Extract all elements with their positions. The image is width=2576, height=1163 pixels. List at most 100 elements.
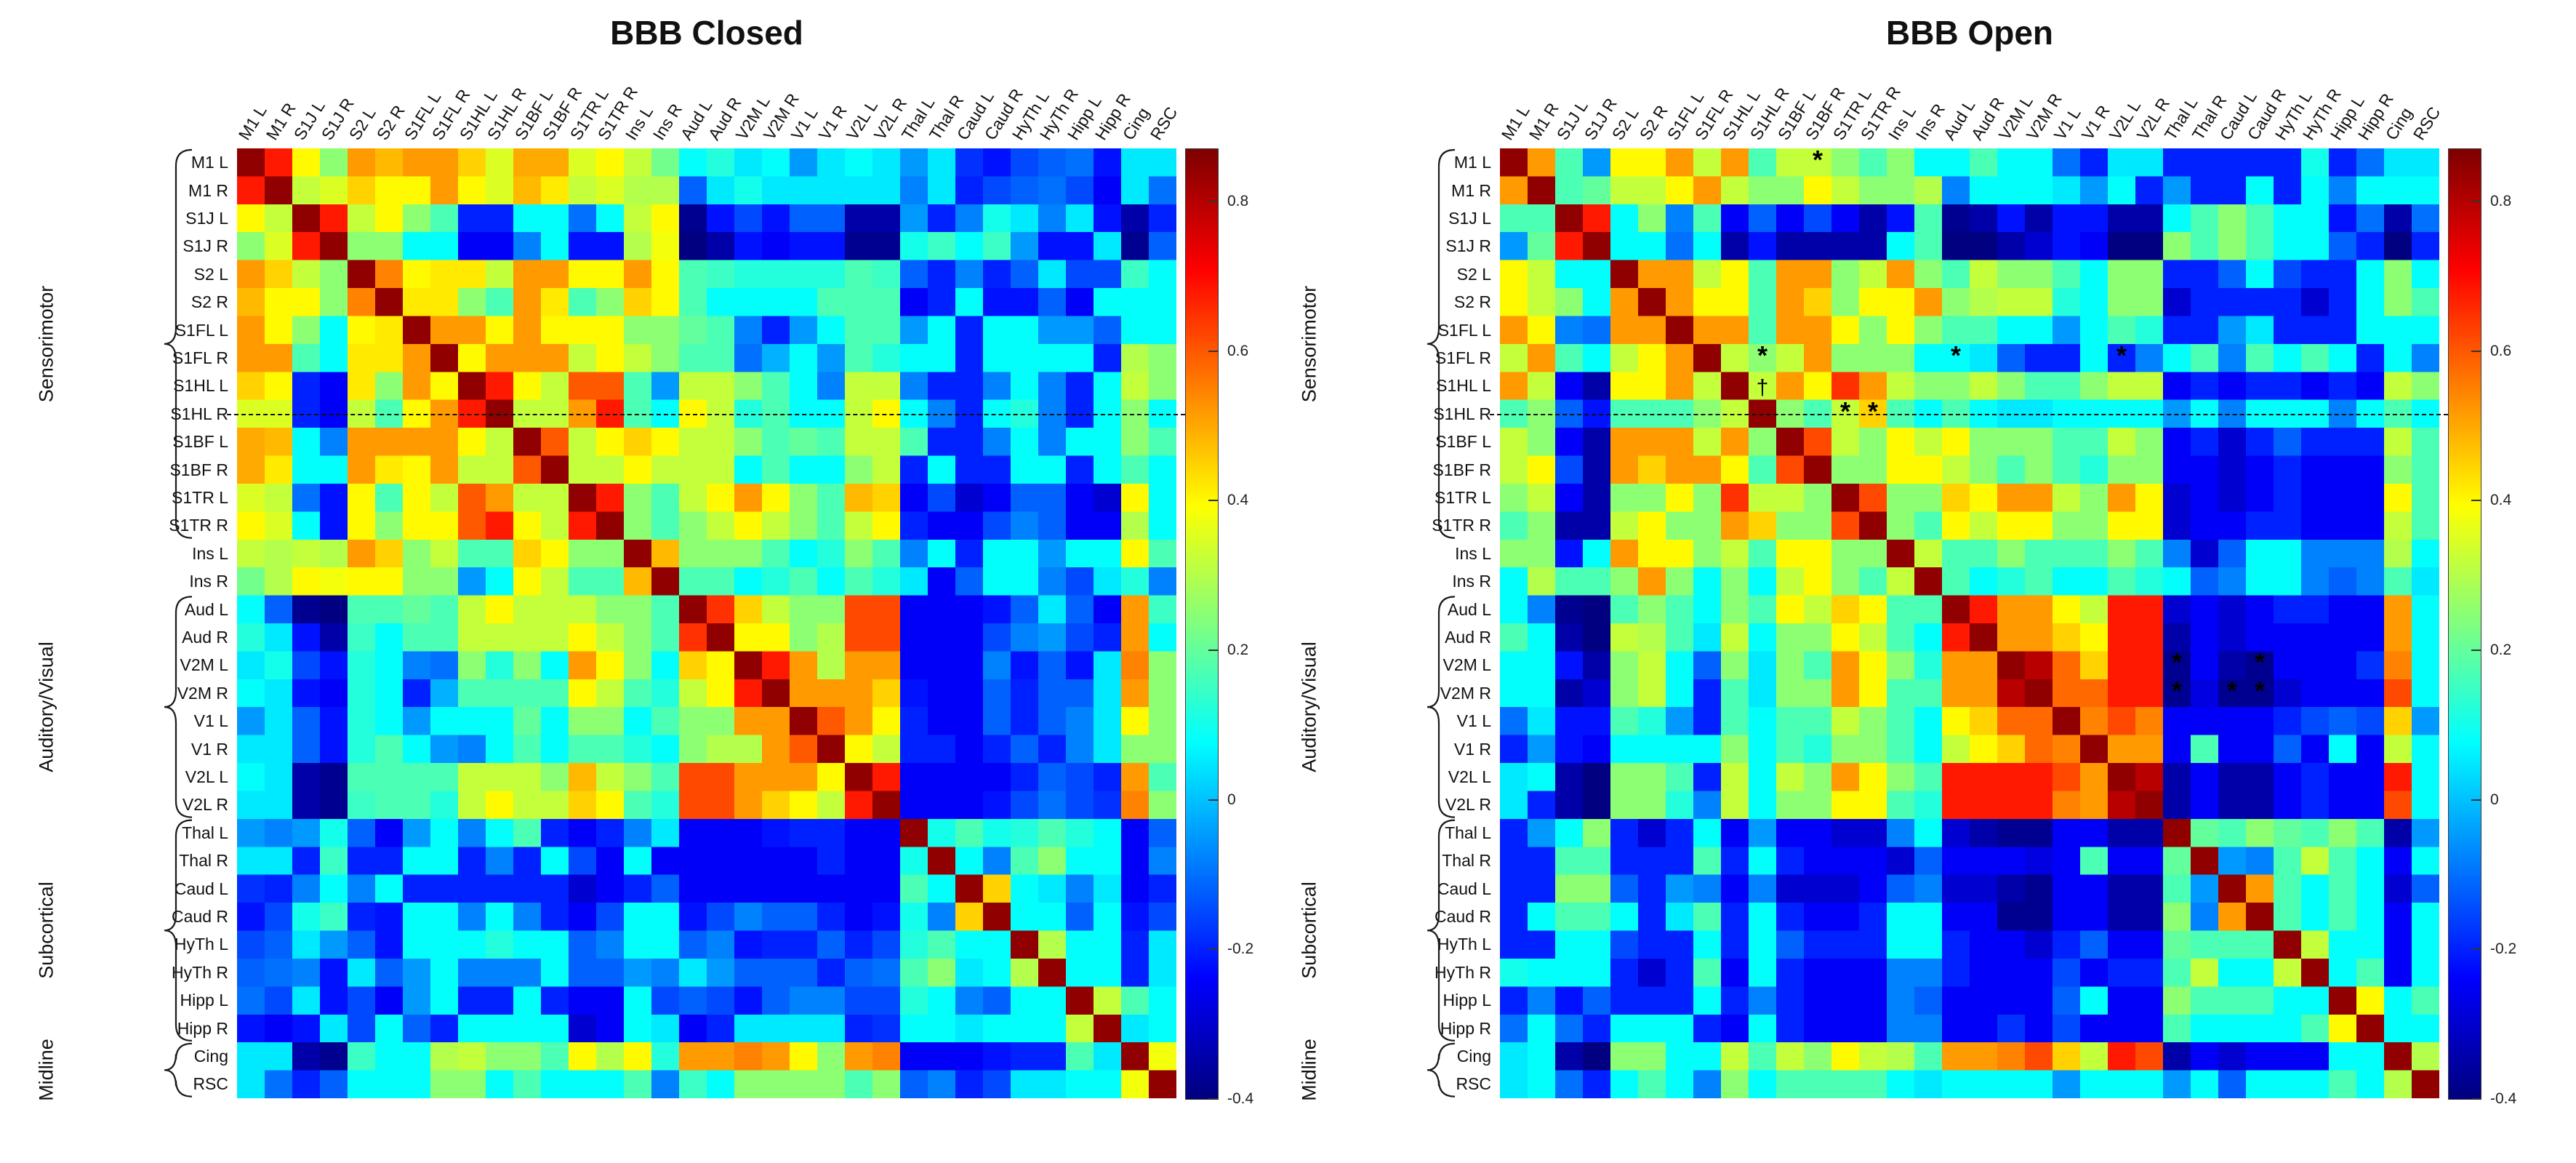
colorbar-tick-label: 0.8 — [2490, 193, 2512, 209]
colorbar-tick-label: 0 — [2490, 791, 2499, 808]
col-label: Ins R — [1911, 100, 1949, 144]
dashed-line — [1490, 414, 2448, 415]
group-label: Midline — [1298, 1039, 1320, 1101]
row-label: V2M L — [180, 655, 228, 674]
row-label: S1J R — [182, 236, 228, 255]
significance-marker: * — [2254, 676, 2266, 706]
group-label: Sensorimotor — [1298, 285, 1320, 403]
row-label: Ins R — [1452, 572, 1491, 591]
colorbar-tick — [1208, 500, 1218, 501]
colorbar-tick — [2471, 500, 2481, 501]
row-label: Aud R — [1445, 628, 1491, 647]
significance-marker: * — [2171, 676, 2183, 706]
row-label: V2M R — [177, 684, 228, 703]
col-label: V1 R — [814, 101, 851, 144]
row-label: Aud R — [182, 628, 228, 647]
colorbar-tick-label: 0.4 — [2490, 492, 2512, 508]
row-label: S1FL L — [174, 321, 228, 340]
colorbar-tick-label: 0.4 — [1227, 492, 1249, 508]
col-label: RSC — [2409, 103, 2444, 144]
significance-marker: * — [2171, 647, 2183, 678]
group-brace — [164, 148, 193, 539]
colorbar-tick — [2471, 650, 2481, 651]
col-label: V1 R — [2077, 101, 2114, 144]
col-label: M1 R — [1525, 99, 1562, 144]
row-label: Cing — [1456, 1047, 1491, 1066]
row-label: M1 R — [188, 181, 228, 200]
group-brace — [1427, 148, 1456, 539]
colorbar-tick-label: -0.2 — [1227, 940, 1254, 957]
dashed-line — [227, 414, 1185, 415]
row-label: S1HL R — [170, 404, 228, 423]
row-label: Caud L — [1437, 879, 1491, 898]
col-label: M1 L — [234, 101, 270, 144]
group-label: Subcortical — [35, 882, 57, 979]
group-brace — [164, 1042, 193, 1098]
row-label: S2 R — [1453, 292, 1491, 311]
significance-marker: * — [2254, 647, 2266, 678]
row-label: V1 R — [190, 740, 228, 759]
row-label: V1 R — [1453, 740, 1491, 759]
colorbar-tick — [1208, 650, 1218, 651]
row-label: S1BF L — [172, 432, 228, 451]
row-label: V1 L — [1456, 711, 1491, 730]
row-label: Thal L — [182, 823, 228, 842]
significance-marker: * — [1867, 396, 1879, 427]
colorbar-tick-label: -0.2 — [2490, 940, 2517, 957]
group-brace — [164, 819, 193, 1042]
colorbar-tick — [2471, 201, 2481, 202]
colorbar-tick — [2471, 948, 2481, 950]
row-label: V2L R — [182, 795, 228, 814]
group-label: Subcortical — [1298, 882, 1320, 979]
row-label: Caud R — [172, 907, 228, 926]
row-label: M1 R — [1451, 181, 1491, 200]
row-label: Hipp L — [1443, 991, 1491, 1010]
colorbar-tick — [2471, 799, 2481, 801]
row-label: Hipp R — [1440, 1019, 1491, 1038]
significance-marker: * — [1839, 396, 1851, 427]
row-label: Aud L — [184, 600, 228, 619]
row-label: S1BF R — [169, 460, 228, 479]
group-label: Auditory/Visual — [35, 642, 57, 772]
row-label: HyTh R — [172, 963, 228, 982]
significance-marker: * — [2226, 676, 2238, 706]
row-label: S1BF R — [1432, 460, 1491, 479]
row-label: V2L L — [185, 767, 228, 786]
row-label: Thal L — [1445, 823, 1491, 842]
row-label: HyTh L — [174, 935, 228, 954]
colorbar-tick-label: -0.4 — [2490, 1090, 2517, 1107]
row-label: S1FL R — [1435, 348, 1491, 367]
significance-marker: * — [2116, 340, 2127, 371]
row-label: Ins L — [192, 544, 228, 563]
col-label: S2 R — [372, 101, 409, 144]
row-label: Ins R — [189, 572, 228, 591]
colorbar — [2448, 148, 2481, 1100]
colorbar-tick-label: -0.4 — [1227, 1090, 1254, 1107]
colorbar-tick-label: 0.6 — [1227, 343, 1249, 359]
row-label: V2L R — [1445, 795, 1491, 814]
group-braces — [1427, 148, 1456, 1098]
significance-marker: * — [1812, 145, 1823, 175]
significance-marker: * — [1757, 340, 1768, 371]
heatmap-canvas — [237, 148, 1176, 1098]
row-label: S1HL R — [1433, 404, 1491, 423]
row-label: Caud L — [174, 879, 228, 898]
row-label: S2 L — [193, 265, 228, 284]
col-label: M1 R — [262, 99, 300, 144]
significance-marker: * — [1950, 340, 1962, 371]
row-label: RSC — [1456, 1074, 1491, 1093]
significance-marker: † — [1756, 375, 1769, 400]
row-label: Thal R — [1442, 851, 1491, 870]
row-label: Thal R — [179, 851, 228, 870]
row-label: V2M L — [1443, 655, 1491, 674]
colorbar-tick — [1208, 201, 1218, 202]
row-label: Ins L — [1455, 544, 1491, 563]
row-label: S1FL R — [172, 348, 228, 367]
row-label: S1TR L — [1435, 488, 1491, 507]
col-label: M1 L — [1497, 101, 1533, 144]
row-label: S1HL L — [1436, 376, 1491, 395]
group-brace — [1427, 1042, 1456, 1098]
col-label: S2 R — [1635, 101, 1672, 144]
colorbar — [1185, 148, 1219, 1100]
